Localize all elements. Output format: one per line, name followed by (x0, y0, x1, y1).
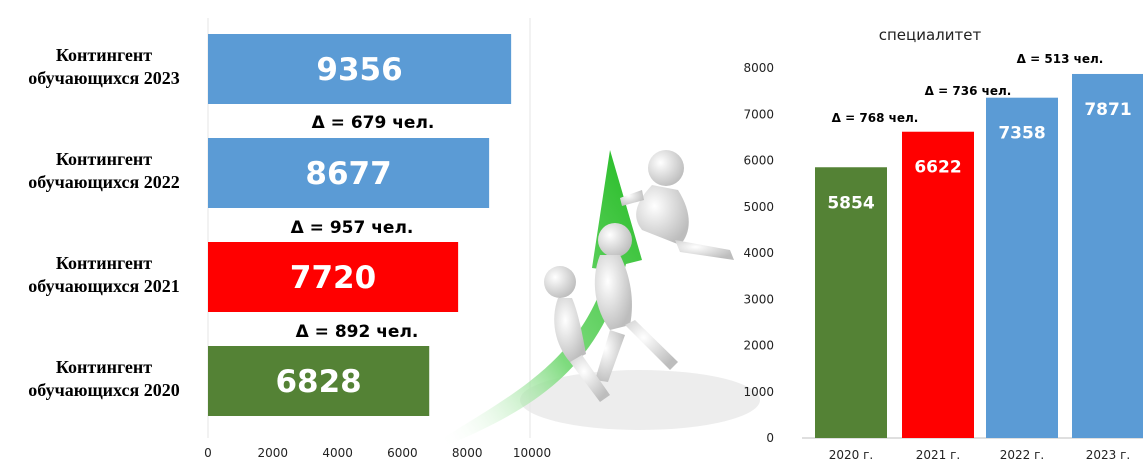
y-tick-label: 0 (766, 431, 774, 445)
x-tick-label: 2020 г. (829, 448, 873, 462)
category-label: обучающихся 2023 (28, 68, 180, 88)
bar-value-label: 6828 (275, 364, 361, 400)
x-tick-label: 2021 г. (916, 448, 960, 462)
y-tick-label: 3000 (743, 292, 774, 306)
bar-2 (208, 242, 459, 312)
category-label: Контингент (56, 149, 152, 169)
bar-0 (208, 34, 512, 104)
bar-3 (208, 346, 430, 416)
category-label: обучающихся 2021 (28, 276, 180, 296)
chart-title: специалитет (879, 26, 982, 44)
y-tick-label: 8000 (743, 61, 774, 75)
y-tick-label: 5000 (743, 200, 774, 214)
category-label: обучающихся 2020 (28, 380, 180, 400)
specialist-bar-chart: специалитет 0 1000 2000 3000 4000 5000 6000 700… (743, 26, 1143, 462)
x-tick-label: 6000 (387, 446, 418, 460)
growth-arrow-illustration (440, 150, 760, 445)
bar-1 (208, 138, 490, 208)
bar-value-label: 6622 (914, 158, 961, 178)
bar-value-label: 7871 (1084, 100, 1131, 120)
bar-3 (1072, 73, 1143, 438)
y-tick-label: 4000 (743, 246, 774, 260)
delta-annotation: Δ = 513 чел. (1017, 52, 1104, 66)
bar-value-label: 8677 (305, 156, 391, 192)
figure-middle (594, 223, 678, 382)
delta-annotation: Δ = 736 чел. (925, 84, 1012, 98)
delta-annotation: Δ = 957 чел. (291, 218, 414, 238)
x-tick-label: 2022 г. (1000, 448, 1044, 462)
bar-value-label: 5854 (827, 193, 874, 213)
bar-value-label: 7358 (998, 124, 1045, 144)
contingent-bar-chart: Контингент обучающихся 2023 Контингент обуч… (28, 18, 551, 460)
x-tick-label: 0 (204, 446, 212, 460)
category-label: Контингент (56, 357, 152, 377)
category-label: Контингент (56, 253, 152, 273)
delta-annotation: Δ = 768 чел. (832, 111, 919, 125)
bar-1 (902, 131, 974, 439)
bar-2 (986, 97, 1058, 438)
delta-annotation: Δ = 892 чел. (296, 322, 419, 342)
x-tick-label: 2000 (258, 446, 289, 460)
x-tick-label: 2023 г. (1086, 448, 1130, 462)
y-tick-label: 1000 (743, 385, 774, 399)
bar-0 (815, 167, 887, 438)
category-label: Контингент (56, 45, 152, 65)
delta-annotation: Δ = 679 чел. (312, 113, 435, 133)
bar-value-label: 9356 (316, 52, 402, 88)
y-tick-label: 7000 (743, 107, 774, 121)
x-tick-label: 8000 (452, 446, 483, 460)
figure-top (620, 150, 734, 260)
x-tick-label: 4000 (322, 446, 353, 460)
arrow-shadow (520, 370, 760, 430)
y-tick-label: 2000 (743, 339, 774, 353)
bar-value-label: 7720 (290, 260, 376, 296)
figure-left (544, 266, 610, 402)
x-tick-label: 10000 (513, 446, 551, 460)
y-tick-label: 6000 (743, 154, 774, 168)
category-label: обучающихся 2022 (28, 172, 180, 192)
